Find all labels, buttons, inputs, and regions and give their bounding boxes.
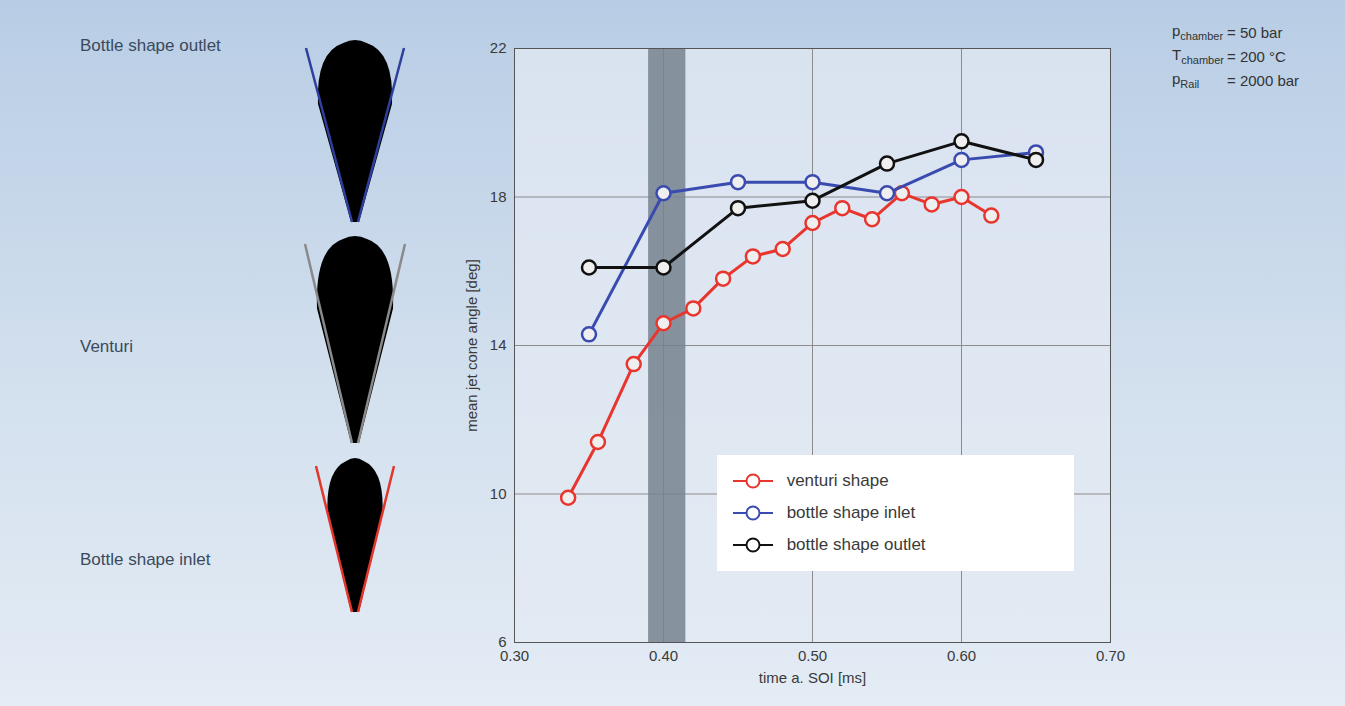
svg-text:0.70: 0.70: [1096, 647, 1125, 664]
svg-text:0.50: 0.50: [798, 647, 827, 664]
html-text:Venturi: Venturi: [80, 337, 133, 356]
svg-text:0.30: 0.30: [500, 647, 529, 664]
svg-text:0.60: 0.60: [947, 647, 976, 664]
html-text:Tchamber = 200 °C: Tchamber = 200 °C: [1172, 46, 1286, 66]
svg-text:0.40: 0.40: [649, 647, 678, 664]
svg-text:10: 10: [490, 485, 507, 502]
html-text:= 2000 bar: = 2000 bar: [1227, 71, 1300, 89]
html-text:venturi shape: venturi shape: [786, 470, 889, 490]
svg-text:6: 6: [498, 633, 507, 651]
svg-text:time a. SOI [ms]: time a. SOI [ms]: [759, 669, 867, 686]
svg-text:22: 22: [490, 39, 507, 56]
html-text:bottle shape inlet: bottle shape inlet: [786, 502, 916, 522]
html-text:pchamber = 50 bar: pchamber = 50 bar: [1172, 22, 1283, 42]
html-text:Bottle shape inlet: Bottle shape inlet: [80, 550, 211, 569]
svg-text:mean jet cone angle [deg]: mean jet cone angle [deg]: [463, 259, 480, 432]
html-text:bottle shape outlet: bottle shape outlet: [786, 534, 926, 554]
svg-text:18: 18: [490, 188, 507, 205]
html-text:pRail: pRail: [1172, 70, 1200, 90]
svg-text:14: 14: [490, 336, 507, 353]
html-text:Bottle shape outlet: Bottle shape outlet: [80, 36, 221, 55]
